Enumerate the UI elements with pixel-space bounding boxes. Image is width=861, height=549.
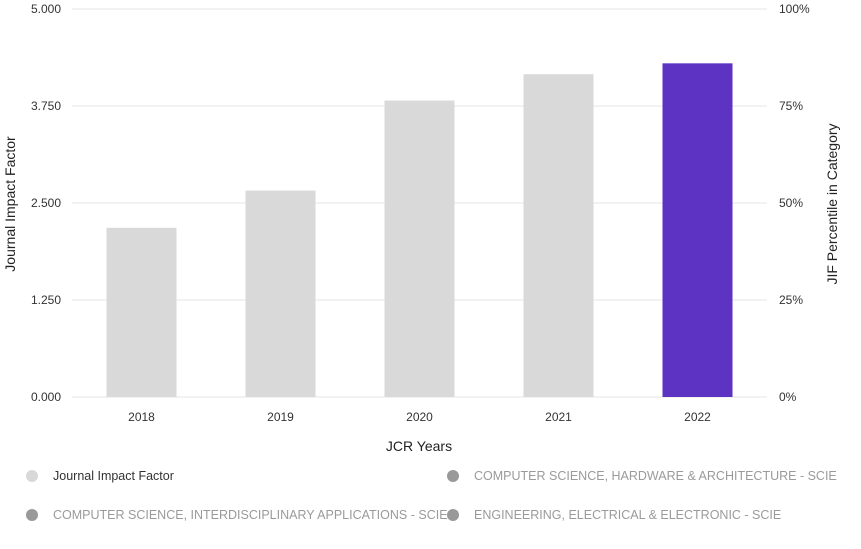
bar-2020[interactable] bbox=[384, 100, 455, 398]
y-tick-label: 2.500 bbox=[31, 196, 61, 210]
bar-2019[interactable] bbox=[245, 190, 316, 397]
legend-marker-icon bbox=[447, 470, 459, 482]
x-tick-label: 2019 bbox=[267, 410, 294, 424]
y-axis-title: Journal Impact Factor bbox=[2, 136, 18, 272]
y-tick-label: 1.250 bbox=[31, 293, 61, 307]
y2-tick-label: 25% bbox=[779, 293, 803, 307]
legend-item-cs-hardware-architecture[interactable]: COMPUTER SCIENCE, HARDWARE & ARCHITECTUR… bbox=[447, 469, 837, 483]
legend-label: COMPUTER SCIENCE, HARDWARE & ARCHITECTUR… bbox=[474, 469, 837, 483]
legend-label: ENGINEERING, ELECTRICAL & ELECTRONIC - S… bbox=[474, 508, 782, 522]
x-tick-label: 2020 bbox=[406, 410, 433, 424]
x-axis-title: JCR Years bbox=[386, 438, 452, 454]
jif-bar-chart: 0.000 1.250 2.500 3.750 5.000 0% 25% 50% 75% 100… bbox=[2, 2, 840, 454]
legend-item-cs-interdisciplinary-applications[interactable]: COMPUTER SCIENCE, INTERDISCIPLINARY APPL… bbox=[26, 508, 448, 522]
x-tick-label: 2022 bbox=[684, 410, 711, 424]
y2-tick-label: 0% bbox=[779, 390, 797, 404]
legend-item-engineering-electrical-electronic[interactable]: ENGINEERING, ELECTRICAL & ELECTRONIC - S… bbox=[447, 508, 781, 522]
x-axis-ticks: 2018 2019 2020 2021 2022 bbox=[128, 410, 711, 424]
y2-tick-label: 100% bbox=[779, 2, 810, 16]
bars bbox=[106, 63, 733, 398]
legend-marker-icon bbox=[26, 470, 38, 482]
y2-axis-ticks: 0% 25% 50% 75% 100% bbox=[779, 2, 810, 404]
legend-marker-icon bbox=[447, 509, 459, 521]
bar-2018[interactable] bbox=[106, 227, 177, 397]
legend: Journal Impact Factor COMPUTER SCIENCE, … bbox=[0, 460, 861, 540]
y-tick-label: 0.000 bbox=[31, 390, 61, 404]
y2-axis-title: JIF Percentile in Category bbox=[824, 123, 840, 284]
y2-tick-label: 50% bbox=[779, 196, 803, 210]
legend-marker-icon bbox=[26, 509, 38, 521]
y-tick-label: 3.750 bbox=[31, 99, 61, 113]
legend-item-journal-impact-factor[interactable]: Journal Impact Factor bbox=[26, 469, 174, 483]
y-axis-ticks: 0.000 1.250 2.500 3.750 5.000 bbox=[31, 2, 61, 404]
y2-tick-label: 75% bbox=[779, 99, 803, 113]
bar-2021[interactable] bbox=[523, 74, 594, 398]
legend-label: COMPUTER SCIENCE, INTERDISCIPLINARY APPL… bbox=[53, 508, 448, 522]
x-tick-label: 2021 bbox=[545, 410, 572, 424]
legend-label: Journal Impact Factor bbox=[53, 469, 174, 483]
bar-2022[interactable] bbox=[662, 63, 733, 397]
y-tick-label: 5.000 bbox=[31, 2, 61, 16]
x-tick-label: 2018 bbox=[128, 410, 155, 424]
